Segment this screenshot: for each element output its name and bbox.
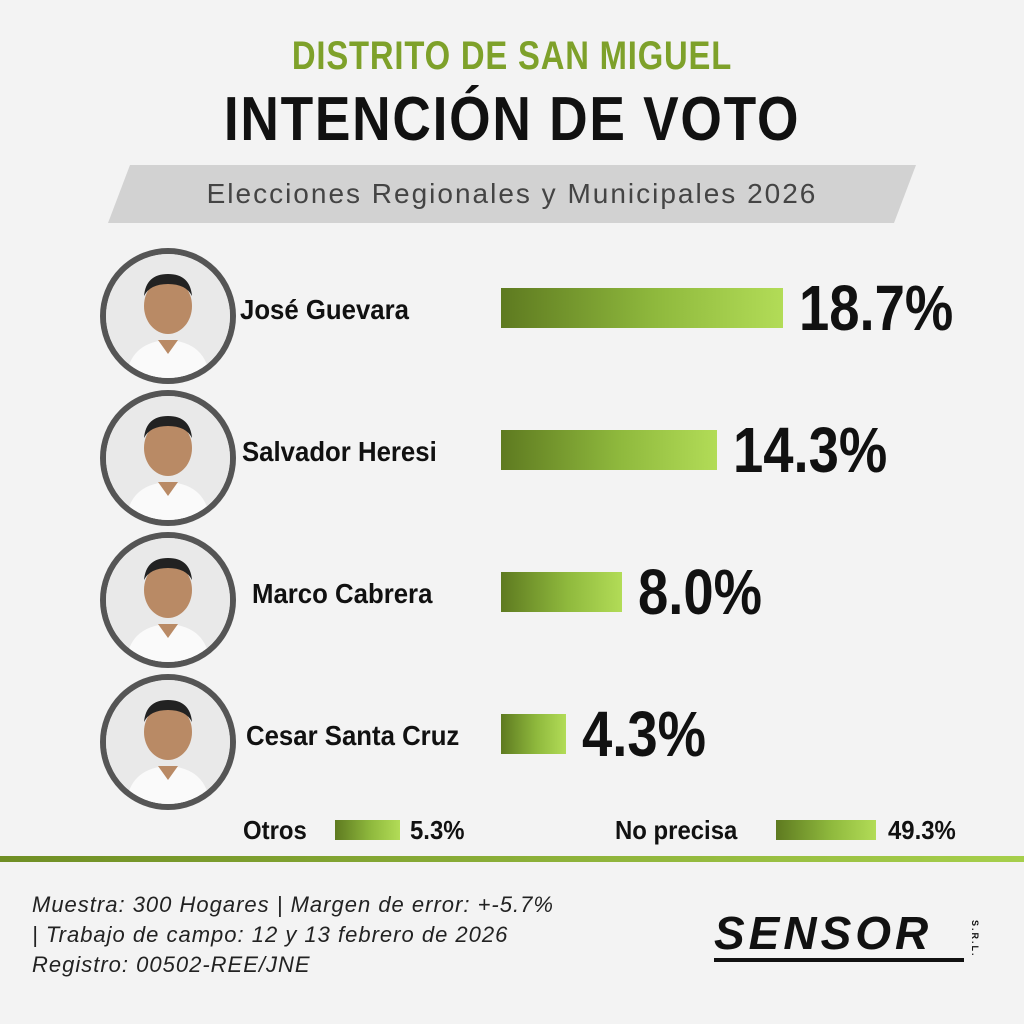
other-category-label: No precisa bbox=[615, 815, 738, 845]
candidate-bar bbox=[501, 288, 783, 328]
footer-sample-info: Muestra: 300 Hogares | Margen de error: … bbox=[32, 892, 554, 917]
candidate-bar bbox=[501, 430, 717, 470]
candidate-percentage: 14.3% bbox=[733, 414, 888, 486]
candidate-row: José Guevara 18.7% bbox=[0, 248, 1024, 388]
logo-underline bbox=[714, 958, 964, 962]
divider bbox=[0, 856, 1024, 862]
other-category-percentage: 5.3% bbox=[410, 815, 465, 845]
other-category-bar bbox=[776, 820, 876, 840]
logo-suffix: S.R.L. bbox=[970, 920, 980, 958]
candidate-photo-icon bbox=[100, 390, 236, 526]
candidate-row: Cesar Santa Cruz 4.3% bbox=[0, 674, 1024, 814]
other-category-label: Otros bbox=[243, 815, 307, 845]
candidate-name: José Guevara bbox=[240, 294, 409, 325]
candidate-percentage: 8.0% bbox=[638, 556, 762, 628]
other-category-bar bbox=[335, 820, 400, 840]
page-title: INTENCIÓN DE VOTO bbox=[223, 85, 801, 154]
candidate-bar bbox=[501, 572, 622, 612]
candidate-photo-icon bbox=[100, 532, 236, 668]
subtitle: Elecciones Regionales y Municipales 2026 bbox=[206, 178, 818, 209]
candidate-row: Marco Cabrera 8.0% bbox=[0, 532, 1024, 672]
candidate-percentage: 18.7% bbox=[799, 272, 954, 344]
candidate-name: Salvador Heresi bbox=[242, 436, 437, 467]
sensor-logo: SENSOR S.R.L. bbox=[714, 908, 984, 968]
other-category-percentage: 49.3% bbox=[888, 815, 956, 845]
candidate-percentage: 4.3% bbox=[582, 698, 706, 770]
candidate-name: Cesar Santa Cruz bbox=[246, 720, 460, 751]
footer-registration: Registro: 00502-REE/JNE bbox=[32, 952, 311, 977]
footer-fieldwork-info: | Trabajo de campo: 12 y 13 febrero de 2… bbox=[32, 922, 509, 947]
candidate-bar bbox=[501, 714, 566, 754]
candidate-name: Marco Cabrera bbox=[252, 578, 433, 609]
candidate-photo-icon bbox=[100, 674, 236, 810]
subtitle-band: Elecciones Regionales y Municipales 2026 bbox=[108, 165, 916, 223]
candidate-row: Salvador Heresi 14.3% bbox=[0, 390, 1024, 530]
candidate-photo-icon bbox=[100, 248, 236, 384]
logo-text: SENSOR bbox=[714, 907, 933, 959]
district-title: DISTRITO DE SAN MIGUEL bbox=[291, 34, 733, 78]
